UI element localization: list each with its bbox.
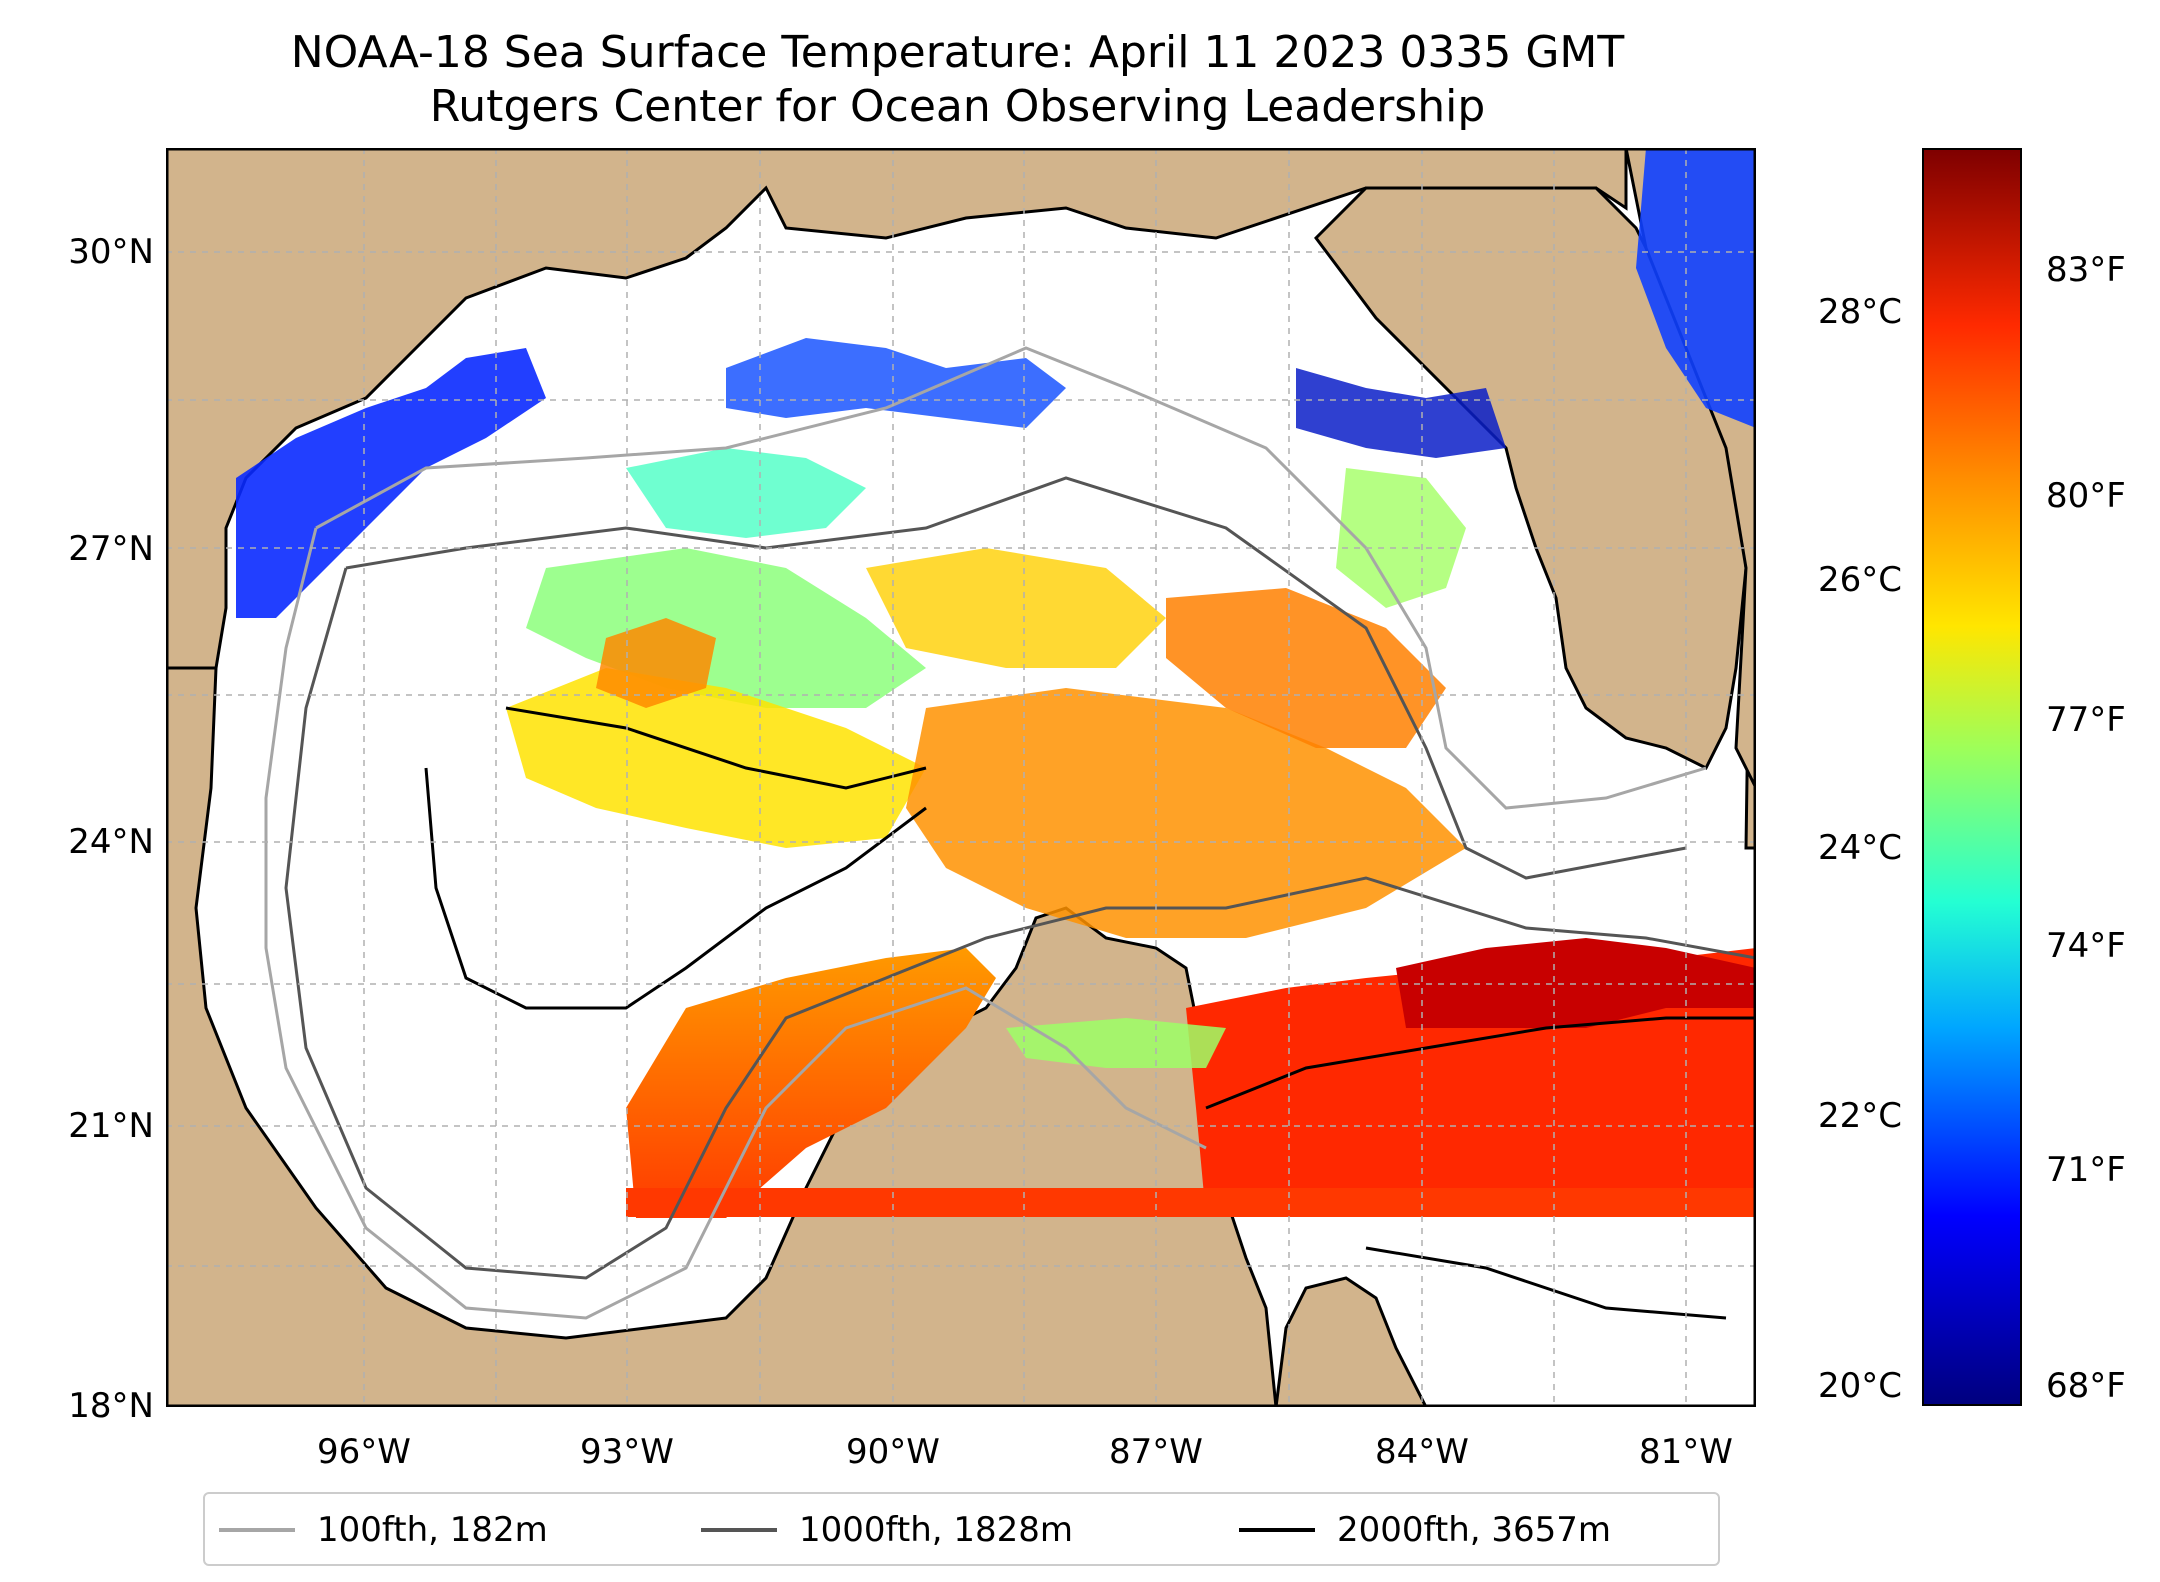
lat-label-30n: 30°N xyxy=(68,232,154,272)
legend-line-2000fth xyxy=(1239,1528,1315,1532)
sst-green-east xyxy=(1336,468,1466,608)
lon-label-84w: 84°W xyxy=(1375,1432,1469,1472)
temperature-colorbar xyxy=(1922,148,2022,1406)
sst-cool-mid xyxy=(626,448,866,538)
celsius-label-22: 22°C xyxy=(1817,1096,1902,1136)
sst-cold-northeast xyxy=(1296,368,1506,458)
sst-orange-east xyxy=(1166,588,1446,748)
legend-line-100fth xyxy=(219,1528,295,1532)
legend-item-100fth: 100fth, 182m xyxy=(219,1508,548,1552)
sst-red-yucatan-channel xyxy=(626,948,996,1218)
celsius-label-26: 26°C xyxy=(1817,560,1902,600)
sst-cold-north-coast xyxy=(726,338,1066,428)
sst-cold-florida-east xyxy=(1636,148,1756,428)
sst-orange-center xyxy=(906,688,1466,938)
sst-map xyxy=(166,148,1756,1407)
chart-subtitle: Rutgers Center for Ocean Observing Leade… xyxy=(429,81,1486,132)
map-canvas xyxy=(166,148,1756,1407)
legend-item-1000fth: 1000fth, 1828m xyxy=(701,1508,1073,1552)
lon-label-87w: 87°W xyxy=(1109,1432,1203,1472)
contour-100fth xyxy=(264,346,1707,1320)
sst-patches xyxy=(236,148,1756,1218)
lat-label-21n: 21°N xyxy=(68,1106,154,1146)
lat-label-24n: 24°N xyxy=(68,822,154,862)
contour-legend: 100fth, 182m 1000fth, 1828m 2000fth, 365… xyxy=(203,1492,1720,1566)
sst-red-south-band xyxy=(626,1188,1756,1217)
legend-label-1000fth: 1000fth, 1828m xyxy=(799,1510,1074,1550)
fahrenheit-label-83: 83°F xyxy=(2046,250,2126,290)
fahrenheit-label-80: 80°F xyxy=(2046,476,2126,516)
land-north-america xyxy=(166,148,1628,670)
legend-label-100fth: 100fth, 182m xyxy=(317,1510,548,1550)
contour-1000fth xyxy=(284,476,1756,1280)
legend-line-1000fth xyxy=(701,1528,777,1532)
lon-label-93w: 93°W xyxy=(580,1432,674,1472)
lat-label-18n: 18°N xyxy=(68,1386,154,1426)
fahrenheit-label-68: 68°F xyxy=(2046,1366,2126,1406)
fahrenheit-label-74: 74°F xyxy=(2046,926,2126,966)
legend-label-2000fth: 2000fth, 3657m xyxy=(1337,1510,1612,1550)
sst-darkred-cuba xyxy=(1396,938,1756,1028)
land-central-america xyxy=(1274,1276,1428,1407)
bathymetry-contours xyxy=(264,346,1756,1320)
gridlines xyxy=(166,148,1756,1407)
fahrenheit-label-77: 77°F xyxy=(2046,700,2126,740)
lat-label-27n: 27°N xyxy=(68,529,154,569)
lon-label-90w: 90°W xyxy=(846,1432,940,1472)
sst-yellow-mid xyxy=(866,548,1166,668)
lon-label-96w: 96°W xyxy=(317,1432,411,1472)
sst-orange-northwest xyxy=(596,618,716,708)
chart-title: NOAA-18 Sea Surface Temperature: April 1… xyxy=(290,27,1625,78)
legend-item-2000fth: 2000fth, 3657m xyxy=(1239,1508,1611,1552)
fahrenheit-label-71: 71°F xyxy=(2046,1150,2126,1190)
celsius-label-20: 20°C xyxy=(1817,1366,1902,1406)
celsius-label-28: 28°C xyxy=(1817,292,1902,332)
sst-green-strip xyxy=(1006,1018,1226,1068)
map-frame xyxy=(166,148,1756,1407)
celsius-label-24: 24°C xyxy=(1817,828,1902,868)
contour-2000fth xyxy=(424,706,1756,1320)
lon-label-81w: 81°W xyxy=(1639,1432,1733,1472)
sst-cold-northwest xyxy=(236,348,546,618)
